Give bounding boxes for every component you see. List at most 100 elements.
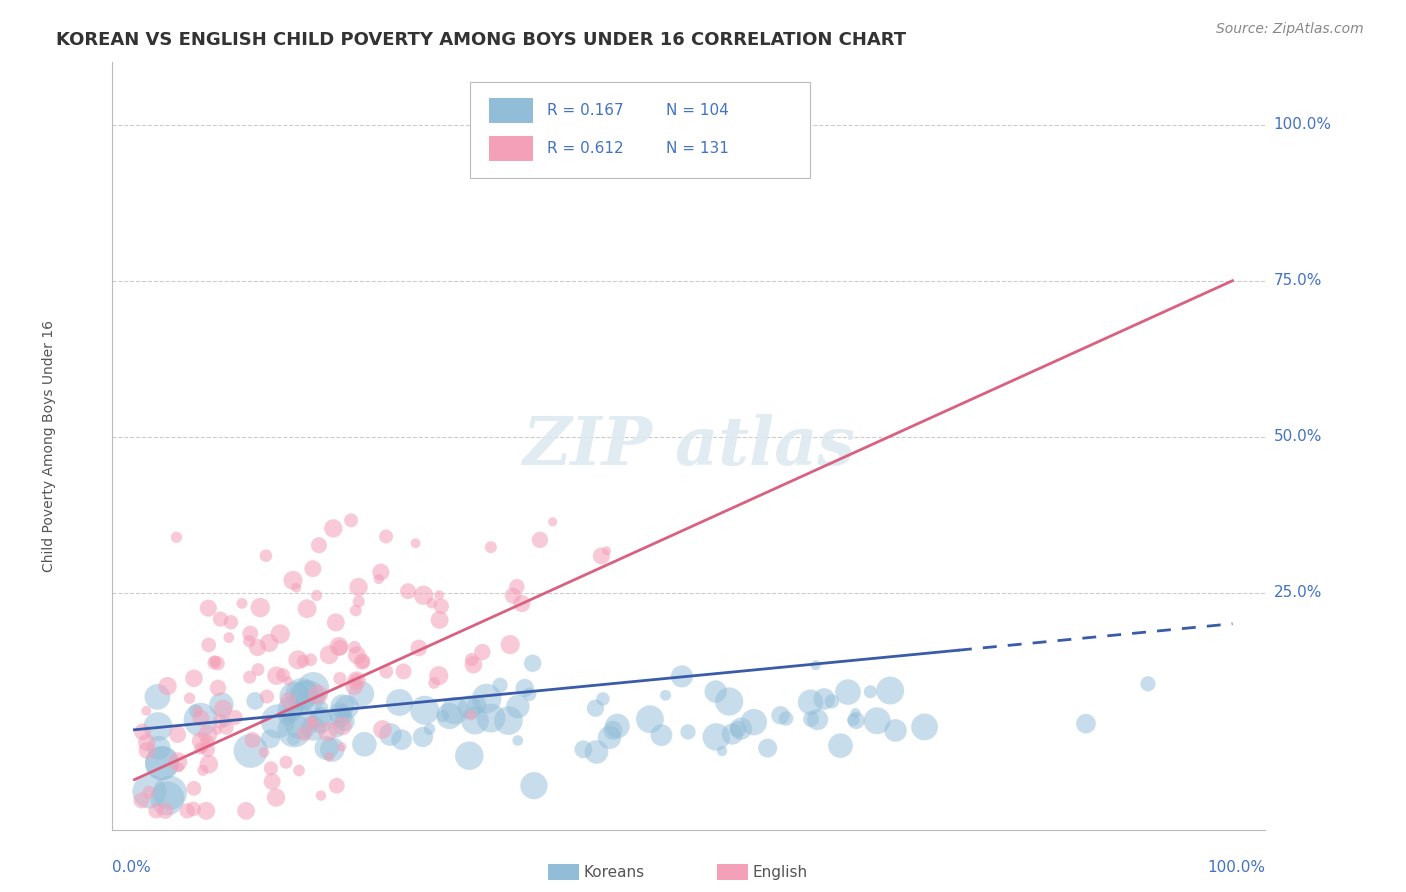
Point — [266, 669, 288, 683]
Point — [318, 750, 340, 764]
Point — [150, 756, 173, 770]
Point — [191, 764, 214, 778]
Text: Source: ZipAtlas.com: Source: ZipAtlas.com — [1216, 22, 1364, 37]
Text: R = 0.167: R = 0.167 — [547, 103, 624, 119]
Point — [302, 722, 325, 736]
Point — [884, 723, 907, 738]
Point — [775, 711, 797, 725]
Point — [405, 536, 427, 550]
Point — [344, 603, 367, 617]
Point — [156, 791, 179, 805]
Point — [333, 714, 356, 729]
Point — [135, 735, 157, 749]
Point — [198, 757, 221, 772]
Point — [347, 580, 370, 594]
Point — [307, 688, 329, 702]
Point — [408, 640, 430, 655]
Point — [479, 540, 502, 554]
Point — [290, 715, 312, 730]
Point — [246, 640, 269, 655]
Point — [529, 533, 551, 547]
Point — [146, 720, 169, 734]
Point — [207, 681, 229, 695]
Point — [138, 785, 160, 799]
Point — [325, 722, 347, 736]
Point — [207, 723, 229, 738]
Point — [343, 640, 366, 655]
Point — [219, 615, 242, 630]
Point — [215, 721, 238, 735]
Point — [197, 743, 219, 757]
Point — [479, 711, 502, 725]
Point — [458, 748, 481, 763]
Point — [297, 690, 319, 704]
Point — [204, 654, 226, 668]
Point — [432, 709, 454, 723]
Point — [302, 562, 325, 576]
Text: 25.0%: 25.0% — [1274, 585, 1322, 600]
Point — [430, 599, 453, 614]
Point — [190, 734, 212, 748]
Point — [721, 727, 744, 741]
Point — [249, 600, 271, 615]
Point — [592, 692, 614, 706]
Point — [291, 688, 314, 702]
Text: 0.0%: 0.0% — [112, 860, 152, 875]
Point — [412, 588, 434, 602]
Point — [176, 804, 198, 818]
Point — [299, 653, 322, 667]
Point — [277, 673, 299, 688]
Point — [188, 741, 211, 756]
Point — [328, 640, 350, 654]
Point — [427, 588, 450, 602]
Point — [352, 655, 374, 669]
Point — [138, 784, 160, 798]
FancyBboxPatch shape — [489, 136, 533, 161]
Text: ZIP atlas: ZIP atlas — [523, 414, 855, 478]
Point — [195, 804, 218, 818]
Point — [283, 690, 305, 704]
Point — [195, 734, 218, 748]
Point — [308, 538, 330, 552]
Point — [269, 627, 291, 641]
Point — [322, 521, 344, 535]
Text: English: English — [752, 865, 807, 880]
Point — [209, 612, 232, 626]
Point — [460, 653, 482, 667]
Point — [302, 717, 325, 731]
Point — [329, 709, 352, 723]
Point — [742, 715, 765, 730]
Point — [380, 727, 402, 741]
Point — [309, 714, 332, 728]
Point — [146, 690, 169, 704]
Point — [239, 670, 262, 684]
Point — [292, 726, 315, 740]
Point — [260, 761, 283, 775]
Point — [730, 722, 752, 736]
Point — [218, 631, 240, 645]
Point — [718, 694, 741, 708]
Point — [277, 693, 299, 707]
Point — [131, 725, 153, 739]
Point — [184, 704, 207, 718]
Point — [166, 530, 188, 544]
Point — [423, 676, 446, 690]
Point — [367, 572, 389, 586]
Point — [371, 723, 394, 737]
Point — [187, 704, 209, 718]
Point — [329, 706, 352, 720]
Point — [804, 658, 827, 673]
Point — [606, 719, 628, 733]
FancyBboxPatch shape — [489, 98, 533, 123]
Point — [276, 709, 298, 723]
Point — [209, 714, 232, 729]
Point — [842, 713, 865, 727]
Point — [264, 790, 287, 805]
Point — [412, 730, 434, 744]
Point — [183, 671, 205, 685]
Point — [136, 743, 159, 757]
Point — [224, 710, 246, 724]
Point — [418, 722, 440, 736]
Point — [309, 710, 332, 724]
Point — [311, 700, 333, 714]
